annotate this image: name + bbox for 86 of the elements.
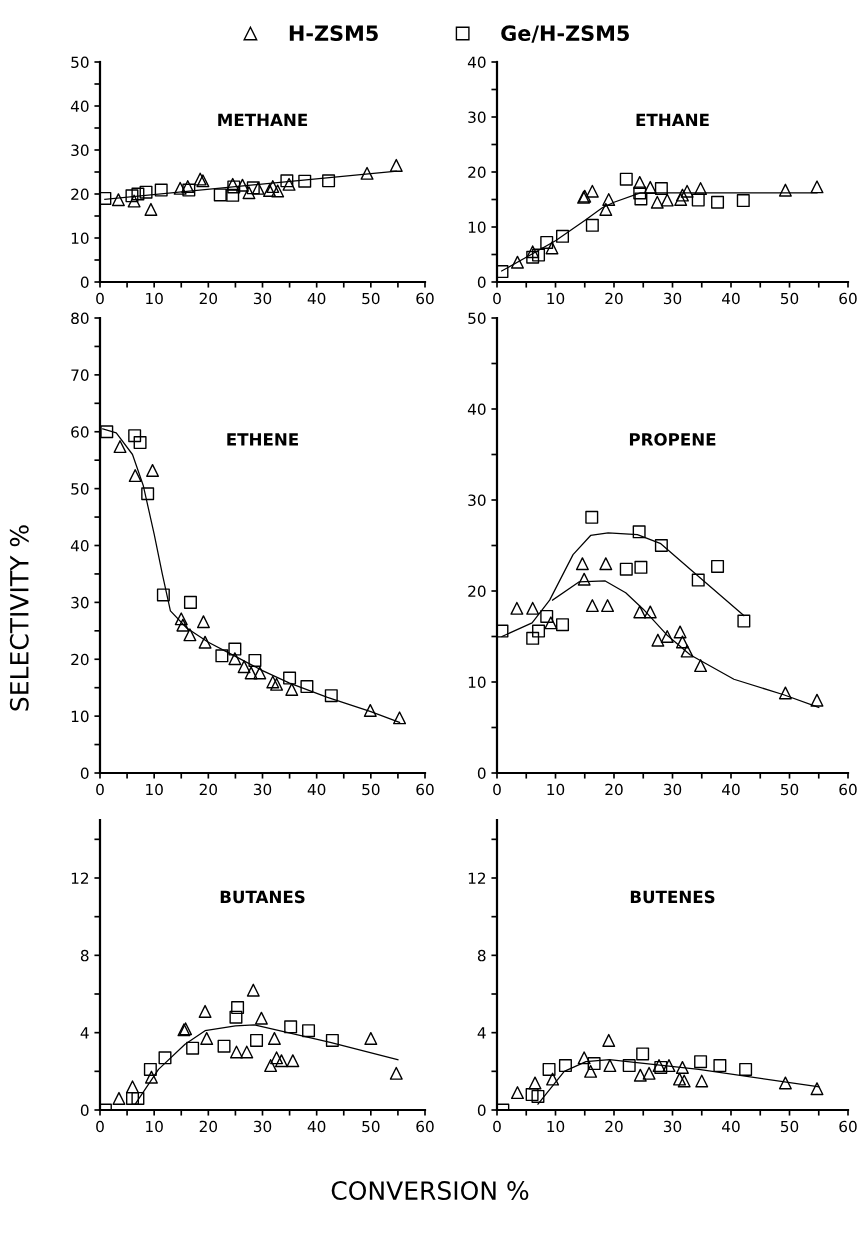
- x-tick-label: 30: [253, 783, 272, 796]
- text: PROPENE: [629, 433, 716, 446]
- x-tick-label: 30: [663, 292, 682, 305]
- text: METHANE: [218, 113, 308, 126]
- x-tick-label: 10: [146, 783, 163, 796]
- legend-label: Ge/H-ZSM5: [501, 25, 629, 43]
- x-tick-label: 60: [839, 292, 857, 305]
- y-tick-label: 40: [70, 539, 89, 552]
- x-tick-label: 50: [780, 1120, 799, 1133]
- y-tick-label: 12: [71, 872, 89, 884]
- y-tick-label: 30: [71, 596, 89, 609]
- x-axis-title: CONVERSION %: [331, 1181, 529, 1200]
- y-tick-label: 0: [477, 276, 486, 289]
- y-tick-label: 10: [71, 232, 89, 245]
- x-tick-label: 60: [416, 1120, 434, 1133]
- y-axis-title: SELECTIVITY %: [9, 525, 29, 711]
- y-tick-label: 4: [477, 1027, 486, 1039]
- x-tick-label: 20: [199, 292, 218, 305]
- y-tick-label: 0: [80, 1104, 89, 1117]
- x-tick-label: 30: [663, 783, 682, 796]
- x-tick-label: 50: [780, 292, 799, 305]
- y-tick-label: 50: [71, 483, 89, 495]
- x-tick-label: 40: [722, 783, 740, 796]
- x-tick-label: 20: [199, 1120, 218, 1133]
- x-tick-label: 0: [96, 783, 104, 796]
- x-tick-label: 30: [253, 1120, 272, 1133]
- y-tick-label: 12: [468, 872, 486, 884]
- x-tick-label: 60: [839, 783, 857, 796]
- y-tick-label: 60: [71, 426, 89, 438]
- y-tick-label: 40: [467, 403, 486, 416]
- text: ETHENE: [227, 433, 298, 446]
- x-tick-label: 50: [780, 783, 799, 796]
- y-tick-label: 30: [468, 494, 486, 507]
- y-tick-label: 0: [477, 767, 486, 780]
- x-tick-label: 50: [362, 292, 380, 305]
- y-tick-label: 4: [80, 1027, 89, 1039]
- y-tick-label: 10: [468, 221, 486, 234]
- y-tick-label: 0: [477, 1104, 486, 1117]
- y-tick-label: 8: [477, 949, 486, 962]
- y-tick-label: 30: [71, 144, 89, 157]
- y-tick-label: 40: [467, 56, 486, 69]
- x-tick-label: 40: [307, 292, 326, 305]
- y-tick-label: 20: [468, 585, 486, 598]
- text: ETHANE: [636, 113, 709, 126]
- x-tick-label: 30: [663, 1120, 682, 1133]
- y-tick-label: 50: [468, 312, 486, 325]
- y-tick-label: 20: [71, 188, 89, 201]
- y-tick-label: 0: [80, 767, 89, 780]
- y-tick-label: 30: [468, 111, 486, 124]
- y-tick-label: 50: [71, 56, 89, 69]
- x-tick-label: 20: [605, 292, 623, 305]
- x-tick-label: 20: [605, 783, 623, 796]
- y-tick-label: 20: [71, 653, 89, 666]
- x-tick-label: 40: [722, 1120, 740, 1133]
- x-tick-label: 0: [493, 292, 501, 305]
- x-tick-label: 20: [605, 1120, 623, 1133]
- y-tick-label: 8: [80, 949, 89, 962]
- y-tick-label: 80: [71, 312, 89, 325]
- x-tick-label: 40: [307, 783, 326, 796]
- y-tick-label: 10: [468, 676, 486, 689]
- text: BUTENES: [630, 890, 715, 904]
- y-tick-label: 40: [70, 100, 89, 113]
- text: BUTANES: [220, 890, 305, 904]
- x-tick-label: 0: [96, 292, 104, 305]
- x-tick-label: 10: [146, 292, 163, 305]
- x-tick-label: 50: [362, 783, 380, 796]
- x-tick-label: 30: [253, 292, 272, 305]
- legend-label: H-ZSM5: [289, 25, 378, 42]
- y-tick-label: 10: [71, 710, 89, 723]
- y-tick-label: 20: [468, 166, 486, 179]
- x-tick-label: 60: [839, 1120, 857, 1133]
- x-tick-label: 40: [307, 1120, 326, 1133]
- x-tick-label: 10: [547, 783, 565, 796]
- x-tick-label: 50: [362, 1120, 380, 1133]
- x-tick-label: 20: [199, 783, 218, 796]
- x-tick-label: 40: [722, 292, 740, 305]
- x-tick-label: 0: [96, 1120, 104, 1133]
- x-tick-label: 10: [547, 292, 565, 305]
- x-tick-label: 60: [416, 783, 434, 796]
- x-tick-label: 60: [416, 292, 434, 305]
- y-tick-label: 0: [80, 276, 89, 289]
- y-tick-label: 70: [71, 369, 89, 381]
- x-tick-label: 10: [547, 1120, 565, 1133]
- x-tick-label: 10: [146, 1120, 163, 1133]
- x-tick-label: 0: [493, 783, 501, 796]
- x-tick-label: 0: [493, 1120, 501, 1133]
